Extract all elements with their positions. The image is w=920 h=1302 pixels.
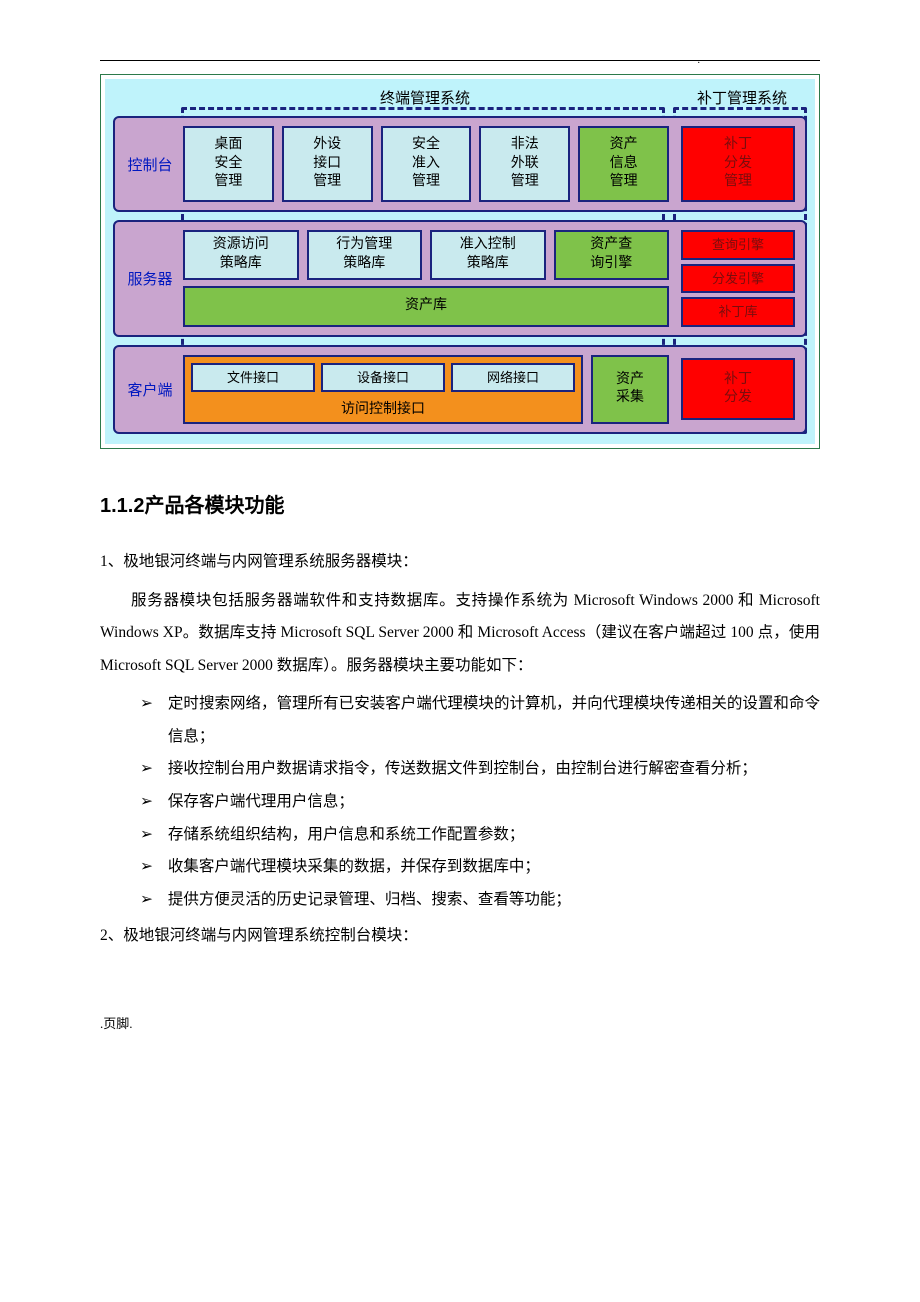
module-asset-query-engine: 资产查 询引擎 [554,230,670,280]
bullet-item: 提供方便灵活的历史记录管理、归档、搜索、查看等功能； [140,884,820,917]
page: . 终端管理系统 补丁管理系统 控制台 桌面 安全 管理 [0,0,920,1072]
module-file-interface: 文件接口 [191,363,315,393]
subsystem-patch: 补丁管理系统 [677,87,807,108]
module-behavior-policy: 行为管理 策略库 [307,230,423,280]
module-network-interface: 网络接口 [451,363,575,393]
module-desktop-security: 桌面 安全 管理 [183,126,274,202]
module-patch-query-engine: 查询引擎 [681,230,795,260]
paragraph-1: 1、极地银河终端与内网管理系统服务器模块： [100,546,820,579]
client-modules: 文件接口 设备接口 网络接口 访问控制接口 资产 采集 [183,355,669,425]
module-access-policy: 准入控制 策略库 [430,230,546,280]
subsystem-labels: 终端管理系统 补丁管理系统 [113,87,807,108]
bullet-item: 保存客户端代理用户信息； [140,786,820,819]
bullet-item: 收集客户端代理模块采集的数据，并保存到数据库中； [140,851,820,884]
module-peripheral-mgmt: 外设 接口 管理 [282,126,373,202]
module-device-interface: 设备接口 [321,363,445,393]
module-asset-lib: 资产库 [183,286,669,327]
layer-server: 服务器 资源访问 策略库 行为管理 策略库 准入控制 策略库 资产查 询引擎 资… [113,220,807,337]
section-title: 1.1.2产品各模块功能 [100,489,820,518]
layer-console: 控制台 桌面 安全 管理 外设 接口 管理 安全 准入 管理 非法 外联 管理 … [113,116,807,212]
module-patch-distribute-engine: 分发引擎 [681,264,795,294]
module-asset-collect: 资产 采集 [591,355,669,425]
module-access-control: 安全 准入 管理 [381,126,472,202]
architecture-diagram: 终端管理系统 补丁管理系统 控制台 桌面 安全 管理 外设 接口 管理 安全 准… [100,74,820,449]
module-patch-distribute-mgmt: 补丁 分发 管理 [681,126,795,202]
module-access-control-interface: 文件接口 设备接口 网络接口 访问控制接口 [183,355,583,425]
header-dot: . [100,55,820,66]
paragraph-3: 2、极地银河终端与内网管理系统控制台模块： [100,920,820,953]
paragraph-2: 服务器模块包括服务器端软件和支持数据库。支持操作系统为 Microsoft Wi… [100,585,820,683]
layer-client: 客户端 文件接口 设备接口 网络接口 访问控制接口 资产 采集 [113,345,807,435]
module-patch-lib: 补丁库 [681,297,795,327]
bullet-item: 定时搜索网络，管理所有已安装客户端代理模块的计算机，并向代理模块传递相关的设置和… [140,688,820,753]
layer-console-label: 控制台 [121,126,179,202]
bullet-item: 存储系统组织结构，用户信息和系统工作配置参数； [140,819,820,852]
module-illegal-outbound: 非法 外联 管理 [479,126,570,202]
module-patch-distribute: 补丁 分发 [681,358,795,420]
diagram-bg: 终端管理系统 补丁管理系统 控制台 桌面 安全 管理 外设 接口 管理 安全 准… [105,79,815,444]
bullet-list: 定时搜索网络，管理所有已安装客户端代理模块的计算机，并向代理模块传递相关的设置和… [100,688,820,916]
layer-client-label: 客户端 [121,355,179,425]
page-footer: .页脚. [100,1013,820,1032]
bullet-item: 接收控制台用户数据请求指令，传送数据文件到控制台，由控制台进行解密查看分析； [140,753,820,786]
server-modules: 资源访问 策略库 行为管理 策略库 准入控制 策略库 资产查 询引擎 [183,230,669,280]
module-resource-policy: 资源访问 策略库 [183,230,299,280]
layer-server-label: 服务器 [121,230,179,327]
module-asset-info: 资产 信息 管理 [578,126,669,202]
subsystem-terminal: 终端管理系统 [183,87,667,108]
access-control-label: 访问控制接口 [191,396,575,418]
console-modules: 桌面 安全 管理 外设 接口 管理 安全 准入 管理 非法 外联 管理 资产 信… [183,126,669,202]
